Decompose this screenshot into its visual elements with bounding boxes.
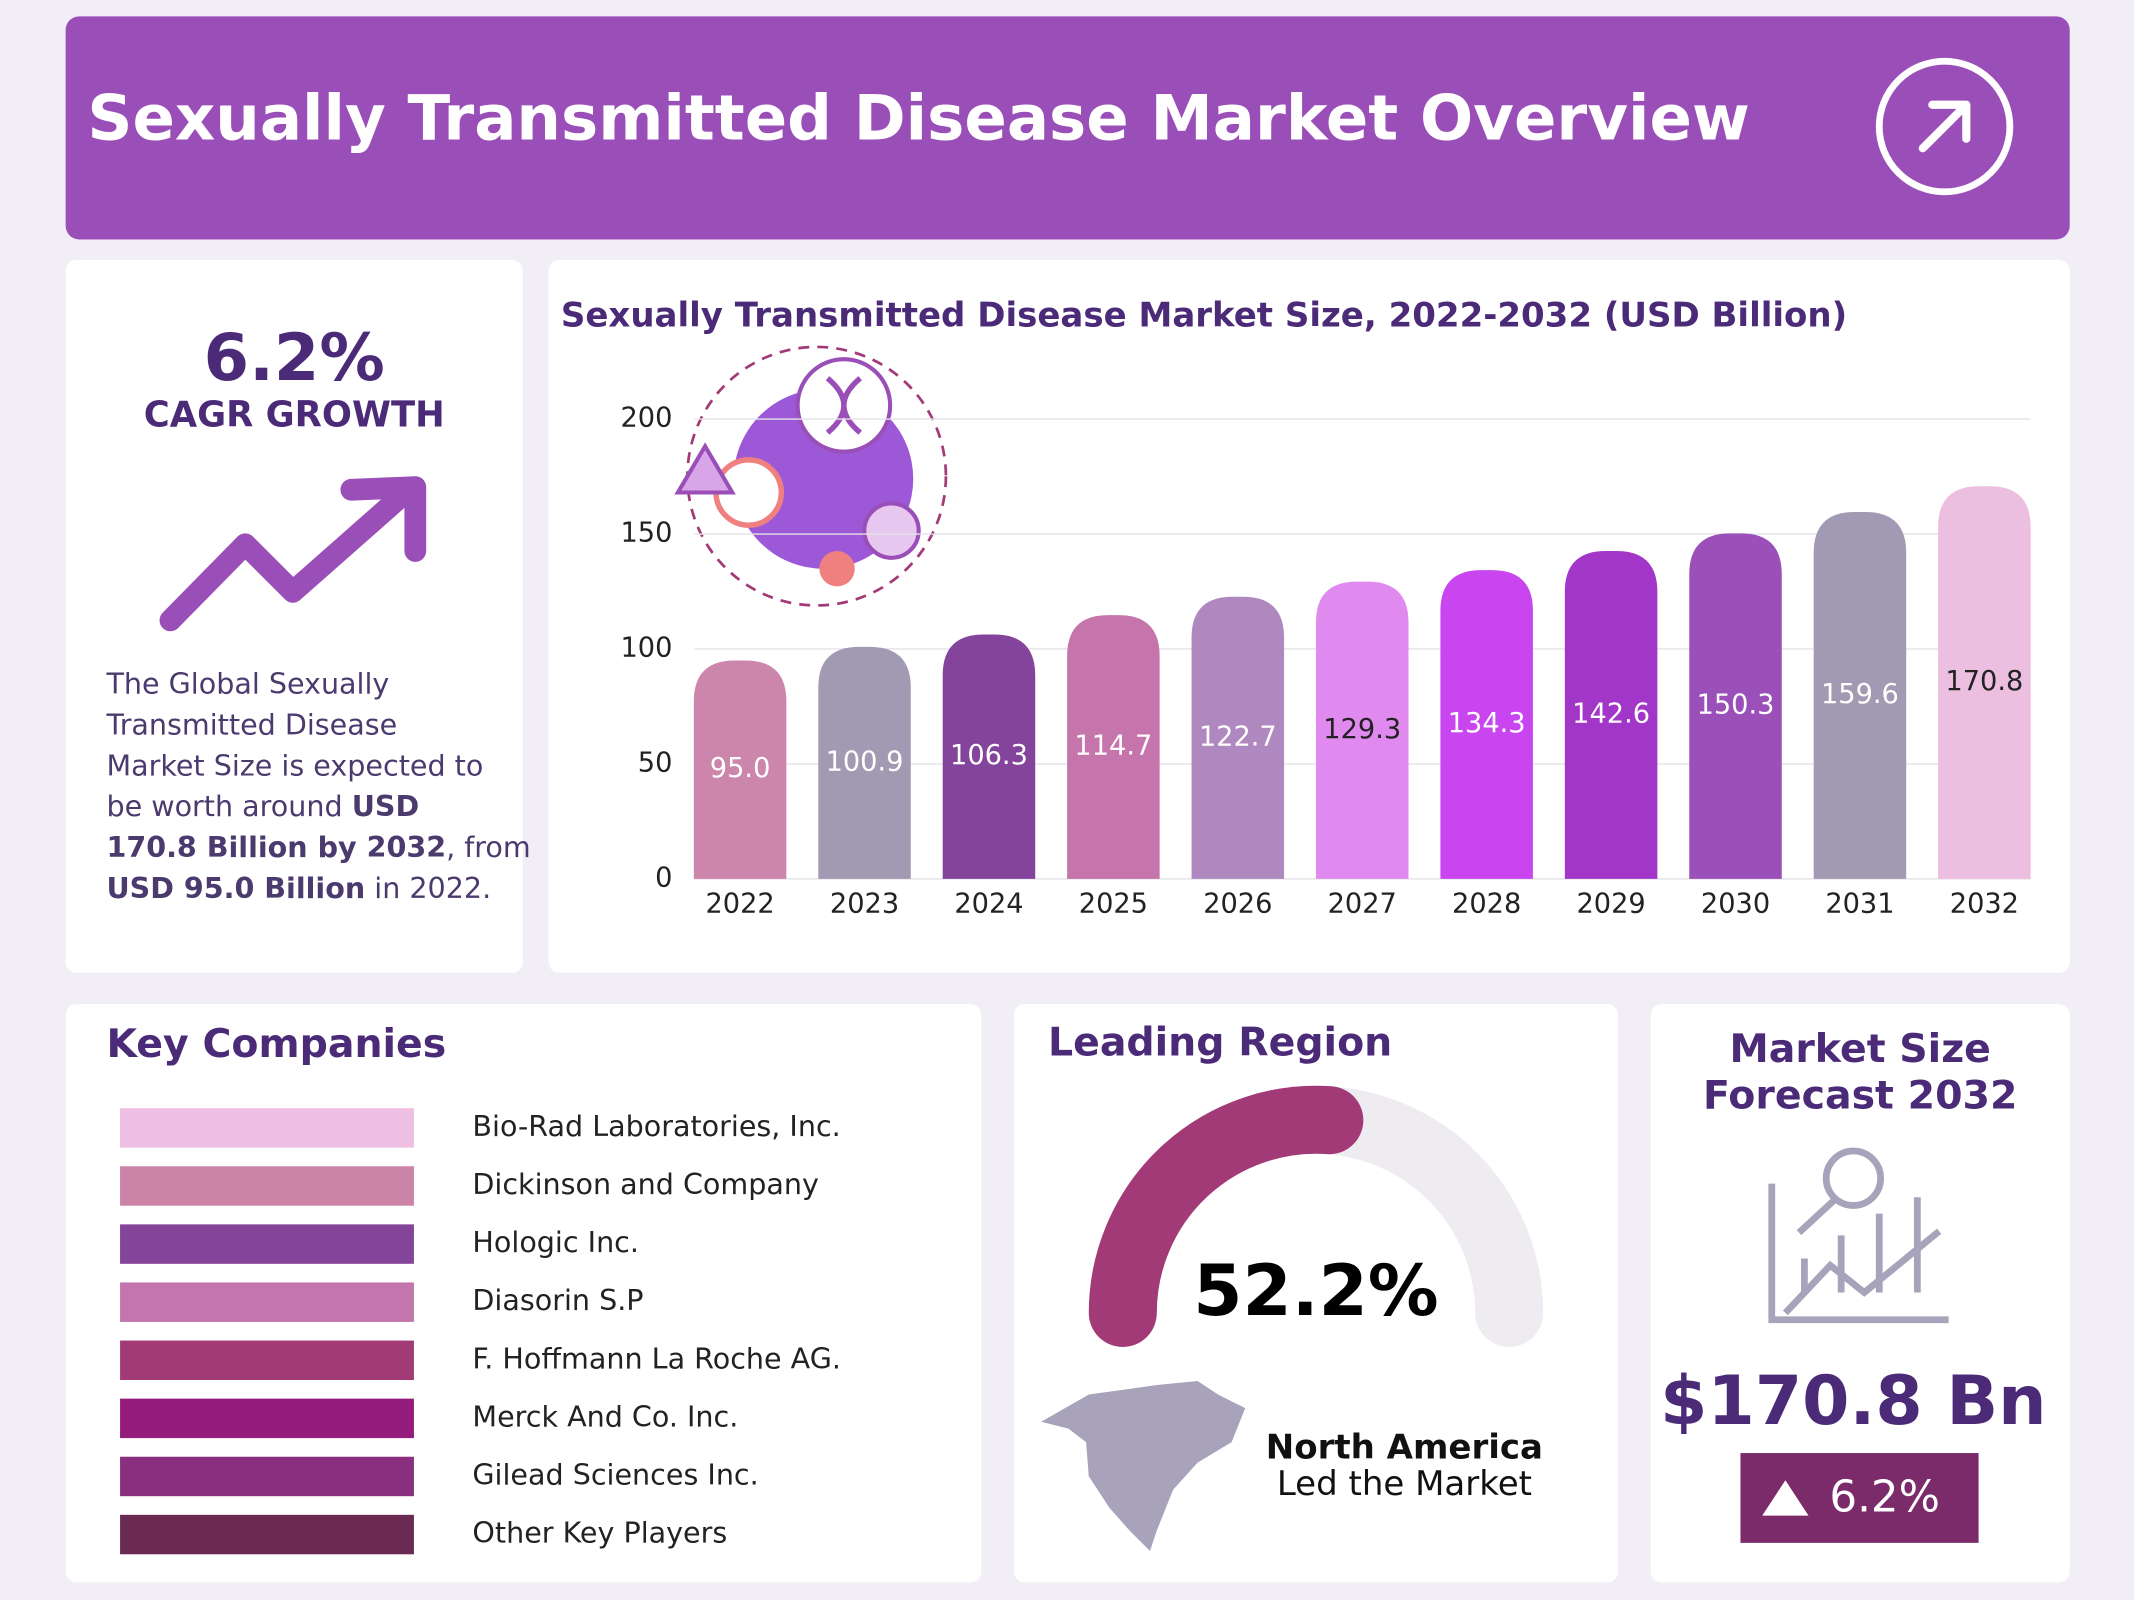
gauge-arc [1088,1085,1364,1347]
description-line: be worth around USD [106,789,419,823]
description-text: , from [446,830,531,864]
y-tick-label: 100 [621,632,673,663]
bar [1689,533,1782,879]
description-text: The Global Sexually [105,667,389,701]
x-tick-label: 2032 [1950,888,2019,919]
illustration [674,345,948,607]
bar [818,646,911,879]
region-title: Leading Region [1048,1019,1392,1065]
card [65,259,523,973]
company-swatch [120,1398,414,1439]
companies-title: Key Companies [106,1021,446,1067]
bar [1938,486,2031,879]
bar [693,660,787,879]
description-line: Transmitted Disease [105,708,397,742]
bar [1315,581,1409,879]
description-line: The Global Sexually [105,667,389,701]
gauge [1088,1085,1544,1347]
description-line: Market Size is expected to [106,748,483,782]
region-share: 52.2% [1193,1249,1438,1332]
company-swatch [120,1340,414,1380]
chart-title: Sexually Transmitted Disease Market Size… [561,296,1847,336]
x-tick-label: 2025 [1079,888,1148,919]
value-label: 159.6 [1821,679,1899,710]
description-line: USD 95.0 Billion in 2022. [106,871,491,905]
company-name: Gilead Sciences Inc. [472,1457,758,1491]
value-label: 100.9 [826,746,904,777]
bar [1813,511,1907,879]
arrow-button[interactable] [1875,57,2014,196]
value-label: 106.3 [950,740,1028,771]
value-label: 129.3 [1323,714,1401,745]
region-note: Led the Market [1277,1464,1532,1504]
description-line: 170.8 Billion by 2032, from [106,830,530,864]
value-label: 170.8 [1945,666,2023,697]
up-triangle [1762,1480,1809,1516]
description-text: Market Size is expected to [106,748,483,782]
company-name: Bio-Rad Laboratories, Inc. [472,1109,840,1143]
bar-chart: 0 50 100 150 200 2022 95.0 2023 100.9 2024 106.3 20… [621,403,2031,919]
forecast-title: Forecast 2032 [1703,1072,2017,1118]
forecast-value: $170.8 Bn [1660,1362,2046,1441]
value-label: 142.6 [1572,698,1650,729]
cagr-label: CAGR GROWTH [144,394,445,435]
bar [942,634,1036,879]
company-swatch [120,1282,414,1322]
y-tick-label: 50 [638,747,673,778]
forecast-icon [1768,1147,1949,1324]
company-swatch [120,1108,414,1148]
company-name: Diasorin S.P [472,1283,643,1317]
value-label: 122.7 [1199,721,1277,752]
description-text: 170.8 Billion by 2032 [106,830,446,864]
x-tick-label: 2027 [1328,888,1397,919]
company-swatch [120,1166,414,1206]
y-tick-label: 0 [655,862,672,893]
description-text: USD [352,789,419,823]
value-label: 114.7 [1074,731,1152,762]
x-tick-label: 2030 [1701,888,1770,919]
description-text: USD 95.0 Billion [106,871,365,905]
growth-icon [159,476,427,632]
forecast-title: Market Size [1729,1026,1990,1072]
x-tick-label: 2029 [1576,888,1645,919]
company-name: Other Key Players [472,1516,727,1550]
description-text: Transmitted Disease [105,708,397,742]
y-tick-label: 150 [621,518,673,549]
description-text: in 2022. [365,871,491,905]
company-name: Merck And Co. Inc. [472,1399,738,1433]
bar [1067,615,1160,879]
company-name: F. Hoffmann La Roche AG. [472,1341,840,1375]
value-label: 95.0 [710,753,771,784]
map [1041,1380,1246,1552]
bar [1564,551,1658,879]
cagr-value: 6.2% [204,320,385,396]
company-list: Bio-Rad Laboratories, Inc. Dickinson and … [120,1108,841,1555]
x-tick-label: 2022 [705,888,774,919]
x-tick-label: 2026 [1203,888,1272,919]
company-swatch [120,1456,414,1497]
page-title: Sexually Transmitted Disease Market Over… [87,82,1749,155]
description-text: be worth around [106,789,351,823]
company-swatch [120,1224,414,1264]
company-name: Hologic Inc. [472,1225,639,1259]
value-label: 134.3 [1448,708,1526,739]
company-name: Dickinson and Company [472,1167,819,1201]
forecast-growth: 6.2% [1829,1472,1940,1522]
region-name: North America [1266,1427,1543,1467]
x-tick-label: 2024 [954,888,1023,919]
header [65,16,2070,240]
value-label: 150.3 [1697,690,1775,721]
x-tick-label: 2028 [1452,888,1521,919]
description: The Global Sexually Transmitted Disease Ma… [105,667,530,905]
x-tick-label: 2031 [1825,888,1894,919]
y-tick-label: 200 [621,403,673,434]
bar [1440,570,1533,879]
company-swatch [120,1514,414,1555]
x-tick-label: 2023 [830,888,899,919]
bar [1191,596,1285,879]
